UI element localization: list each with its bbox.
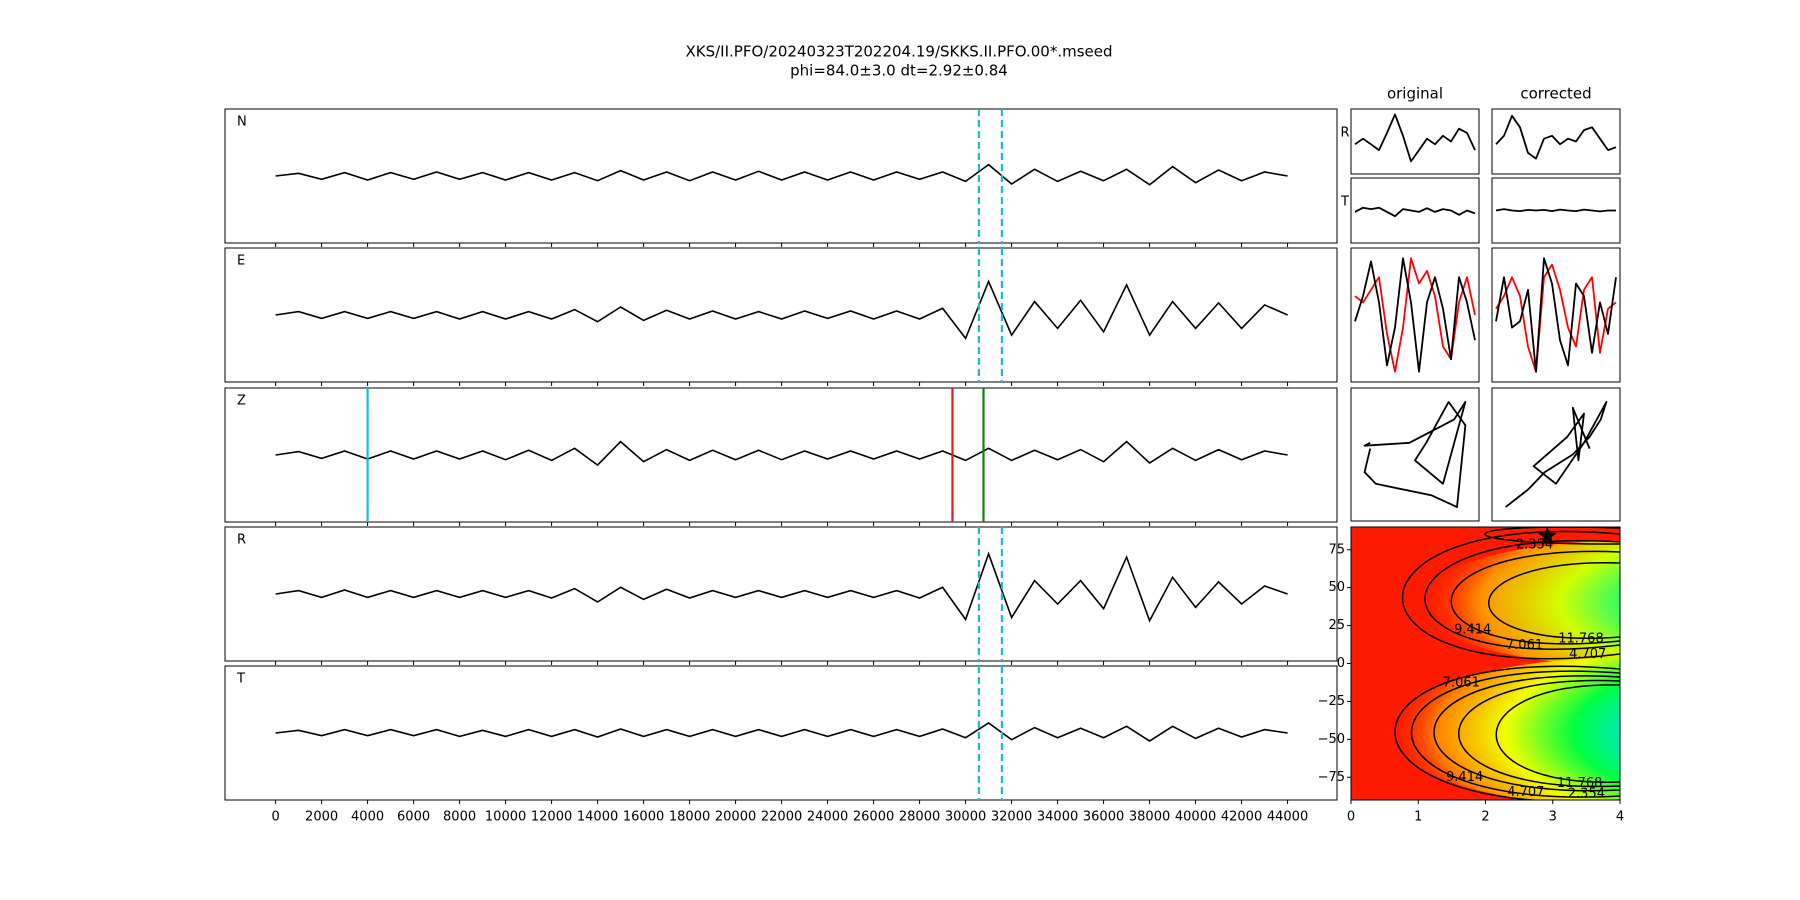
panel-label: Z bbox=[237, 394, 246, 409]
column-title: original bbox=[1387, 85, 1443, 103]
panel-label: T bbox=[236, 672, 245, 687]
x-tick-label: 34000 bbox=[1037, 810, 1078, 825]
y-tick-label: 50 bbox=[1328, 580, 1345, 595]
contour-label: 11.768 bbox=[1557, 776, 1603, 791]
x-tick-label: 18000 bbox=[669, 810, 710, 825]
chart-title: phi=84.0±3.0 dt=2.92±0.84 bbox=[790, 62, 1008, 80]
y-tick-label: 25 bbox=[1328, 618, 1345, 633]
x-tick-label: 24000 bbox=[807, 810, 848, 825]
panel-frame bbox=[224, 387, 1338, 523]
panel-frame bbox=[224, 665, 1338, 801]
x-tick-label: 16000 bbox=[623, 810, 664, 825]
panel-label: E bbox=[237, 254, 245, 269]
x-tick-label: 22000 bbox=[761, 810, 802, 825]
x-tick-label: 2 bbox=[1481, 810, 1489, 825]
contour-line bbox=[1495, 684, 1620, 783]
contour-label: 7.061 bbox=[1443, 676, 1480, 691]
cell-frame bbox=[1491, 177, 1621, 244]
x-tick-label: 44000 bbox=[1267, 810, 1308, 825]
cell-frame bbox=[1491, 247, 1621, 383]
trace-line bbox=[275, 440, 1288, 467]
x-tick-label: 12000 bbox=[531, 810, 572, 825]
panel-label: N bbox=[237, 115, 247, 130]
x-tick-label: 14000 bbox=[577, 810, 618, 825]
x-tick-label: 28000 bbox=[899, 810, 940, 825]
chart-title: XKS/II.PFO/20240323T202204.19/SKKS.II.PF… bbox=[685, 43, 1112, 61]
contour-label: 9.414 bbox=[1454, 623, 1491, 638]
contour-label: 2.354 bbox=[1568, 786, 1605, 801]
cell-frame bbox=[1350, 387, 1480, 522]
x-tick-label: 1 bbox=[1414, 810, 1422, 825]
x-tick-label: 40000 bbox=[1175, 810, 1216, 825]
x-tick-label: 26000 bbox=[853, 810, 894, 825]
contour-line bbox=[1424, 540, 1620, 650]
cell-line bbox=[1354, 257, 1476, 373]
trace-line bbox=[275, 279, 1288, 341]
trace-line bbox=[275, 163, 1288, 186]
x-tick-label: 30000 bbox=[945, 810, 986, 825]
x-tick-label: 32000 bbox=[991, 810, 1032, 825]
cell-frame bbox=[1491, 387, 1621, 522]
contour-label: 7.061 bbox=[1506, 638, 1543, 653]
contour-label: 4.707 bbox=[1569, 647, 1606, 662]
x-tick-label: 2000 bbox=[305, 810, 338, 825]
x-tick-label: 20000 bbox=[715, 810, 756, 825]
heatmap bbox=[1351, 527, 1620, 800]
panel-frame bbox=[224, 526, 1338, 662]
row-label: R bbox=[1340, 126, 1349, 141]
cell-line bbox=[1495, 114, 1617, 160]
plot-layer: XKS/II.PFO/20240323T202204.19/SKKS.II.PF… bbox=[224, 43, 1624, 825]
x-tick-label: 3 bbox=[1549, 810, 1557, 825]
x-tick-label: 4000 bbox=[351, 810, 384, 825]
cell-line bbox=[1495, 257, 1617, 373]
x-tick-label: 0 bbox=[271, 810, 279, 825]
cell-frame bbox=[1350, 247, 1480, 383]
contour-line bbox=[1401, 530, 1620, 660]
row-label: T bbox=[1340, 195, 1349, 210]
cell-frame bbox=[1350, 177, 1480, 244]
x-tick-label: 42000 bbox=[1221, 810, 1262, 825]
panel-frame bbox=[224, 108, 1338, 244]
heatmap-lobe bbox=[1390, 658, 1620, 800]
contour-label: 4.707 bbox=[1507, 785, 1544, 800]
cell-frame bbox=[1491, 108, 1621, 175]
contour-line bbox=[1411, 670, 1620, 798]
panel-frame bbox=[224, 247, 1338, 383]
x-tick-label: 0 bbox=[1347, 810, 1355, 825]
contour-line bbox=[1450, 550, 1620, 645]
x-tick-label: 8000 bbox=[443, 810, 476, 825]
contour-line bbox=[1488, 562, 1620, 639]
trace-line bbox=[275, 551, 1288, 623]
cell-line bbox=[1354, 206, 1476, 218]
y-tick-label: −50 bbox=[1318, 732, 1345, 747]
heatmap-lobe bbox=[1420, 541, 1620, 665]
best-fit-star bbox=[1537, 526, 1557, 545]
x-tick-label: 36000 bbox=[1083, 810, 1124, 825]
x-tick-label: 4 bbox=[1616, 810, 1624, 825]
cell-line bbox=[1495, 263, 1617, 373]
x-tick-label: 38000 bbox=[1129, 810, 1170, 825]
contour-line bbox=[1433, 675, 1620, 792]
y-tick-label: −25 bbox=[1318, 694, 1345, 709]
x-tick-label: 6000 bbox=[397, 810, 430, 825]
trace-line bbox=[275, 722, 1288, 742]
y-tick-label: 75 bbox=[1328, 542, 1345, 557]
contour-label: 11.768 bbox=[1558, 632, 1604, 647]
y-tick-label: 0 bbox=[1337, 656, 1345, 671]
x-tick-label: 10000 bbox=[485, 810, 526, 825]
contour-line bbox=[1394, 665, 1620, 800]
cell-line bbox=[1495, 208, 1616, 213]
column-title: corrected bbox=[1520, 85, 1591, 103]
particle-path bbox=[1505, 401, 1608, 508]
cell-frame bbox=[1350, 108, 1480, 175]
y-tick-label: −75 bbox=[1318, 770, 1345, 785]
contour-label: 9.414 bbox=[1446, 770, 1483, 785]
contours bbox=[1394, 527, 1620, 800]
cell-line bbox=[1354, 113, 1476, 163]
particle-path bbox=[1363, 401, 1467, 508]
contour-line bbox=[1458, 679, 1620, 788]
panel-label: R bbox=[237, 533, 246, 548]
